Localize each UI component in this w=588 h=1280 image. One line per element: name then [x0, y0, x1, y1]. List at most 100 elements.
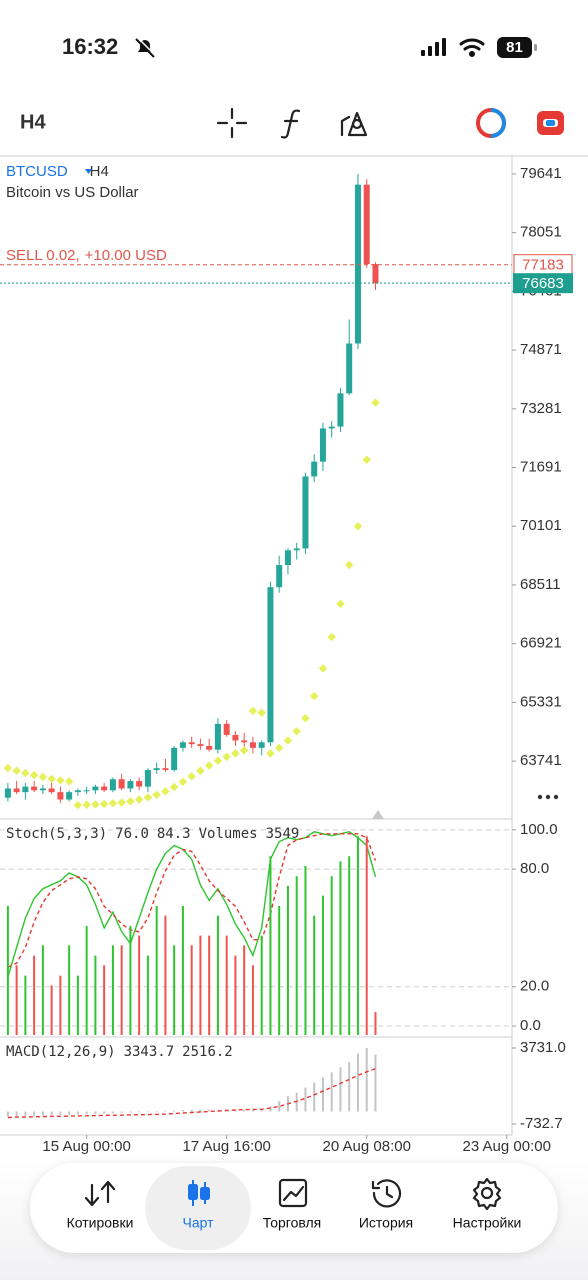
volume-bar — [330, 876, 333, 1035]
candle-body — [302, 476, 309, 549]
toolbar-timeframe[interactable]: H4 — [20, 111, 46, 133]
y-tick-label: 100.0 — [520, 821, 558, 838]
scroll-marker — [372, 810, 384, 819]
macd-signal-readout: 2516.2 — [182, 1044, 233, 1060]
order-side: SELL 0.02, — [6, 247, 80, 264]
histogram-bar — [278, 1101, 281, 1112]
volume-bar — [111, 945, 114, 1035]
histogram-bar — [164, 1110, 167, 1112]
order-label[interactable]: SELL 0.02, +10.00 USD — [6, 247, 167, 264]
histogram-bar — [76, 1111, 79, 1115]
sar-dot — [91, 800, 100, 809]
nav-icons — [84, 1177, 502, 1211]
symbol-dropdown[interactable] — [85, 169, 92, 174]
x-tick-label: 17 Aug 16:00 — [182, 1138, 270, 1155]
battery-level: 81 — [506, 39, 523, 56]
histogram-bar — [365, 1047, 368, 1112]
candle-body — [241, 740, 248, 743]
nav-label[interactable]: Чарт — [182, 1215, 214, 1231]
volume-bar — [339, 861, 342, 1035]
y-tick-label: 68511 — [520, 576, 561, 593]
volume-bar — [24, 975, 27, 1035]
candle-body — [337, 393, 344, 427]
histogram-bar — [94, 1111, 97, 1114]
account-button[interactable] — [537, 111, 564, 135]
crosshair-button[interactable] — [216, 107, 248, 139]
volume-bar — [33, 955, 36, 1035]
signal-icon — [421, 38, 446, 56]
trade-signal-button[interactable] — [476, 108, 506, 138]
y-tick-label: 63741 — [520, 752, 562, 769]
sar-dot — [178, 777, 188, 787]
symbol[interactable]: BTCUSD — [6, 163, 68, 180]
sar-dot — [64, 777, 74, 786]
nav-label[interactable]: История — [359, 1215, 413, 1231]
nav-label[interactable]: Котировки — [67, 1215, 134, 1231]
sar-dot — [196, 766, 205, 775]
bid-price-box — [513, 273, 573, 294]
sar-dot — [38, 772, 48, 782]
sar-dot — [266, 749, 275, 758]
volume-bar — [251, 965, 254, 1035]
volume-bar — [278, 905, 281, 1035]
volume-bar — [59, 975, 62, 1035]
stoch-title: Stoch(5,3,3) — [6, 826, 107, 842]
more-button[interactable] — [537, 794, 559, 800]
sar-dot — [231, 749, 240, 758]
wifi-icon — [459, 38, 485, 57]
sar-dot — [336, 599, 345, 609]
y-tick-label: 70101 — [520, 517, 562, 534]
candle-body — [118, 779, 125, 789]
sar-dot — [169, 782, 179, 792]
nav-label[interactable]: Настройки — [453, 1215, 522, 1231]
volume-bar — [173, 945, 176, 1035]
candle-body — [171, 747, 178, 770]
sar-dot — [248, 706, 258, 716]
volume-bar — [374, 1012, 377, 1035]
objects-button[interactable] — [340, 111, 368, 137]
sar-dot — [204, 761, 214, 770]
candle-body — [346, 343, 353, 394]
x-tick-label: 15 Aug 00:00 — [42, 1138, 130, 1155]
candle-body — [83, 790, 90, 792]
indicators-button[interactable] — [280, 109, 301, 139]
volume-bar — [129, 925, 132, 1035]
histogram-bar — [208, 1109, 211, 1112]
volume-bar — [295, 876, 298, 1035]
chart-frame — [0, 155, 588, 1136]
candle-body — [363, 184, 370, 265]
indicator-line — [7, 831, 377, 978]
candle-body — [22, 786, 29, 793]
sar-dot — [99, 799, 109, 809]
sar-dot — [134, 795, 144, 804]
histogram-bar — [15, 1111, 18, 1117]
histogram-bar — [173, 1110, 176, 1112]
volume-bar — [243, 945, 246, 1035]
nav-label[interactable]: Торговля — [263, 1215, 321, 1231]
candle-body — [13, 788, 20, 793]
indicator-line — [7, 833, 377, 968]
y-tick-label: -732.7 — [520, 1115, 563, 1132]
volume-bar — [94, 955, 97, 1035]
histogram-bar — [6, 1111, 9, 1117]
histogram-bar — [356, 1053, 359, 1112]
volume-bar — [68, 945, 71, 1035]
candle-body — [136, 781, 143, 787]
volume-bar — [15, 965, 18, 1035]
volumes-readout: 3549 — [266, 826, 300, 842]
y-tick-label: 74871 — [520, 341, 562, 358]
candle-body — [284, 550, 291, 566]
candle-body — [4, 788, 11, 798]
chart-timeframe: H4 — [90, 163, 109, 180]
sar-dot — [12, 766, 21, 775]
sar-dot — [239, 746, 249, 755]
bid-price: 76683 — [522, 275, 564, 292]
histogram-bar — [129, 1111, 132, 1113]
histogram-bar — [304, 1087, 307, 1112]
candle-body — [276, 565, 283, 588]
volumes-title: Volumes — [199, 826, 258, 842]
volume-bar — [181, 905, 184, 1035]
sar-dot — [82, 800, 91, 809]
sar-dot — [318, 664, 328, 673]
volume-bar — [225, 935, 228, 1035]
